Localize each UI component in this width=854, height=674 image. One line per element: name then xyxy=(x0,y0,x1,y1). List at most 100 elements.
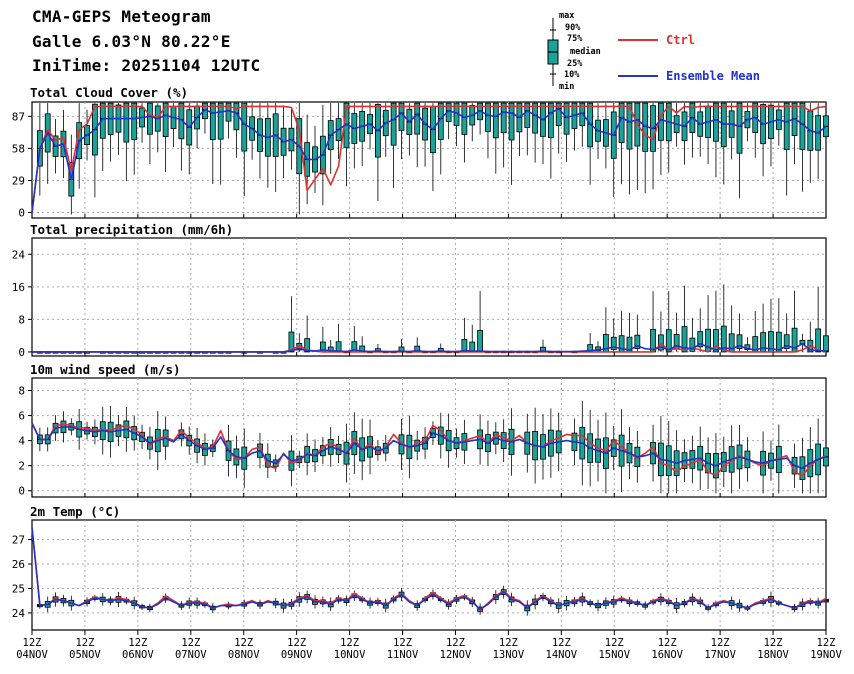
panel-title: Total Cloud Cover (%) xyxy=(30,85,188,100)
x-tick-label-hour: 12Z xyxy=(181,637,200,649)
box xyxy=(681,326,688,353)
box xyxy=(736,334,743,349)
x-tick-label-date: 13NOV xyxy=(493,649,525,661)
x-tick-label-date: 18NOV xyxy=(757,649,789,661)
box xyxy=(697,331,704,348)
x-tick-label-date: 04NOV xyxy=(16,649,48,661)
box xyxy=(713,329,719,353)
ctrl-line xyxy=(31,105,827,213)
box xyxy=(390,102,397,146)
panel-2: 10m wind speed (m/s) 0 2 4 6 8 xyxy=(18,362,829,498)
panel-3: 2m Temp (°C)2425262712Z04NOV12Z05NOV12Z0… xyxy=(12,504,843,661)
ensemble-mean-line xyxy=(32,342,827,353)
x-tick-label-hour: 12Z xyxy=(287,637,306,649)
x-tick-label-hour: 12Z xyxy=(128,637,147,649)
y-tick-label: 0 xyxy=(18,485,25,498)
x-tick-label-hour: 12Z xyxy=(446,637,465,649)
legend-mean-label: Ensemble Mean xyxy=(666,69,760,83)
y-tick-label: 4 xyxy=(18,435,25,448)
y-tick-label: 87 xyxy=(12,110,25,123)
ctrl-line xyxy=(31,422,827,477)
box xyxy=(815,328,822,353)
box xyxy=(147,102,153,135)
panel-title: 2m Temp (°C) xyxy=(30,504,120,519)
panel-title: 10m wind speed (m/s) xyxy=(30,362,181,377)
box xyxy=(783,102,790,150)
y-tick-label: 27 xyxy=(12,534,25,547)
y-tick-label: 25 xyxy=(12,582,25,595)
ensemble-mean-line xyxy=(31,107,827,213)
x-tick-label-date: 09NOV xyxy=(281,649,313,661)
box xyxy=(555,102,562,126)
box xyxy=(241,102,248,152)
box xyxy=(634,334,641,349)
x-tick-label-hour: 12Z xyxy=(764,637,783,649)
box xyxy=(532,102,539,134)
box xyxy=(485,102,491,132)
panel-1: Total precipitation (mm/6h) 0 8 16 24 xyxy=(12,222,829,359)
y-tick-label: 0 xyxy=(18,346,25,359)
box xyxy=(508,102,515,141)
x-tick-label-hour: 12Z xyxy=(658,637,677,649)
box xyxy=(217,102,224,140)
legend-box-label: 25% xyxy=(567,59,583,69)
y-tick-label: 16 xyxy=(12,281,25,294)
box xyxy=(131,102,138,140)
box xyxy=(823,335,829,353)
x-tick-label-hour: 12Z xyxy=(234,637,253,649)
y-tick-label: 58 xyxy=(12,142,25,155)
x-tick-label-date: 08NOV xyxy=(228,649,260,661)
legend-box-label: 75% xyxy=(567,34,583,44)
box xyxy=(658,334,664,351)
box xyxy=(398,102,405,131)
box xyxy=(209,102,216,141)
y-tick-label: 26 xyxy=(12,558,25,571)
y-tick-label: 8 xyxy=(18,313,25,326)
box xyxy=(477,330,483,353)
box xyxy=(689,337,696,352)
x-tick-label-date: 10NOV xyxy=(334,649,366,661)
ctrl-line xyxy=(31,527,827,612)
box xyxy=(665,329,672,353)
x-tick-label-date: 14NOV xyxy=(546,649,578,661)
panel-frame xyxy=(31,101,827,219)
box xyxy=(99,102,106,139)
y-tick-label: 24 xyxy=(12,248,26,261)
x-tick-label-date: 19NOV xyxy=(810,649,842,661)
box xyxy=(524,102,531,128)
x-tick-label-hour: 12Z xyxy=(340,637,359,649)
box xyxy=(288,331,295,353)
y-tick-label: 0 xyxy=(18,206,25,219)
box xyxy=(736,102,743,154)
legend-box-label: 90% xyxy=(565,23,581,33)
chart-title: CMA-GEPS Meteogram xyxy=(32,7,211,26)
x-tick-label-hour: 12Z xyxy=(817,637,836,649)
legend-box-label: min xyxy=(559,81,574,92)
x-tick-label-date: 17NOV xyxy=(704,649,736,661)
box xyxy=(500,102,507,134)
panel-0: Total Cloud Cover (%) 0 29 58 87 xyxy=(12,85,829,219)
box xyxy=(547,102,554,139)
box xyxy=(783,334,790,350)
box xyxy=(720,325,727,353)
box xyxy=(414,102,421,135)
panel-title: Total precipitation (mm/6h) xyxy=(30,222,233,237)
y-tick-label: 24 xyxy=(12,607,26,620)
panel-frame xyxy=(31,519,827,631)
x-tick-label-date: 07NOV xyxy=(175,649,207,661)
box xyxy=(610,336,617,350)
x-tick-label-hour: 12Z xyxy=(552,637,571,649)
y-tick-label: 8 xyxy=(18,385,25,398)
box xyxy=(461,102,468,135)
x-tick-label-hour: 12Z xyxy=(499,637,518,649)
box xyxy=(626,102,633,150)
x-tick-label-date: 05NOV xyxy=(69,649,101,661)
station-location: Galle 6.03°N 80.22°E xyxy=(32,32,231,51)
legend-box-label: median xyxy=(570,46,601,57)
x-tick-label-date: 12NOV xyxy=(440,649,472,661)
x-tick-label-hour: 12Z xyxy=(23,637,42,649)
ensemble-mean-line xyxy=(31,527,827,611)
box xyxy=(123,102,130,143)
legend-box-label: 10% xyxy=(564,70,580,80)
